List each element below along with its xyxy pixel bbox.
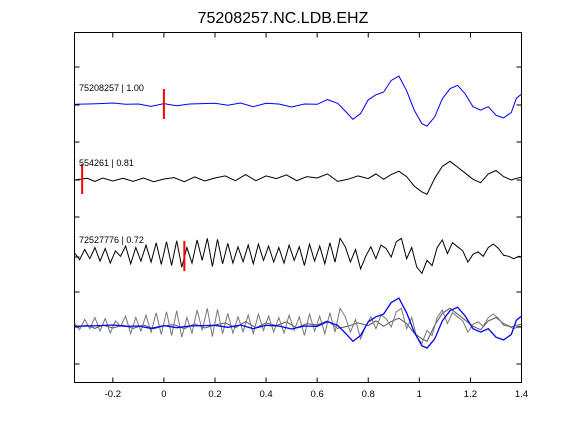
chart-title: 75208257.NC.LDB.EHZ	[198, 10, 369, 27]
x-tick-label: -0.2	[105, 389, 121, 400]
trace-line-2	[74, 160, 522, 195]
overlay-line-3	[74, 306, 522, 345]
x-tick-label: 1	[417, 389, 422, 400]
trace-labels: 75208257 | 1.00 554261 | 0.81 72527776 | 0…	[79, 83, 144, 245]
trace-label-3: 72527776 | 0.72	[79, 235, 144, 245]
trace-label-1: 75208257 | 1.00	[79, 83, 144, 93]
overlay-line-2	[74, 307, 522, 342]
x-tick-label: 0.2	[208, 389, 221, 400]
plot-area: 75208257 | 1.00 554261 | 0.81 72527776 | 0…	[74, 32, 528, 400]
x-tick-label: 0.6	[311, 389, 324, 400]
x-tick-label: 0	[161, 389, 166, 400]
trace-line-3	[74, 236, 522, 275]
traces-layer	[74, 75, 522, 349]
trace-line-1	[74, 75, 522, 127]
x-tick-label: 0.4	[259, 389, 272, 400]
x-tick-label: 1.4	[515, 389, 528, 400]
trace-label-2: 554261 | 0.81	[79, 158, 134, 168]
x-tick-label: 0.8	[362, 389, 375, 400]
ticks-layer: -0.2 0 0.2 0.4 0.6 0.8 1 1.2 1.4	[74, 32, 528, 400]
overlay-line-1	[74, 297, 522, 349]
x-tick-label: 1.2	[464, 389, 477, 400]
